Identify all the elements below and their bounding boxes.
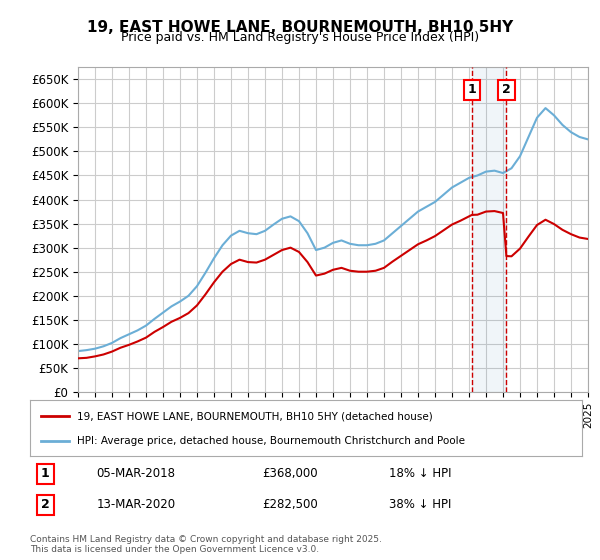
Text: 2: 2	[41, 498, 50, 511]
Text: £282,500: £282,500	[262, 498, 317, 511]
Text: HPI: Average price, detached house, Bournemouth Christchurch and Poole: HPI: Average price, detached house, Bour…	[77, 436, 465, 446]
Text: 2: 2	[502, 83, 511, 96]
Text: 13-MAR-2020: 13-MAR-2020	[96, 498, 175, 511]
Bar	[472, 67, 506, 392]
Text: 1: 1	[467, 83, 476, 96]
Text: 19, EAST HOWE LANE, BOURNEMOUTH, BH10 5HY (detached house): 19, EAST HOWE LANE, BOURNEMOUTH, BH10 5H…	[77, 411, 433, 421]
Text: Contains HM Land Registry data © Crown copyright and database right 2025.
This d: Contains HM Land Registry data © Crown c…	[30, 535, 382, 554]
Text: 19, EAST HOWE LANE, BOURNEMOUTH, BH10 5HY: 19, EAST HOWE LANE, BOURNEMOUTH, BH10 5H…	[87, 20, 513, 35]
Text: 05-MAR-2018: 05-MAR-2018	[96, 468, 175, 480]
Text: 38% ↓ HPI: 38% ↓ HPI	[389, 498, 451, 511]
Text: Price paid vs. HM Land Registry's House Price Index (HPI): Price paid vs. HM Land Registry's House …	[121, 31, 479, 44]
Text: 18% ↓ HPI: 18% ↓ HPI	[389, 468, 451, 480]
Text: 1: 1	[41, 468, 50, 480]
Text: £368,000: £368,000	[262, 468, 317, 480]
